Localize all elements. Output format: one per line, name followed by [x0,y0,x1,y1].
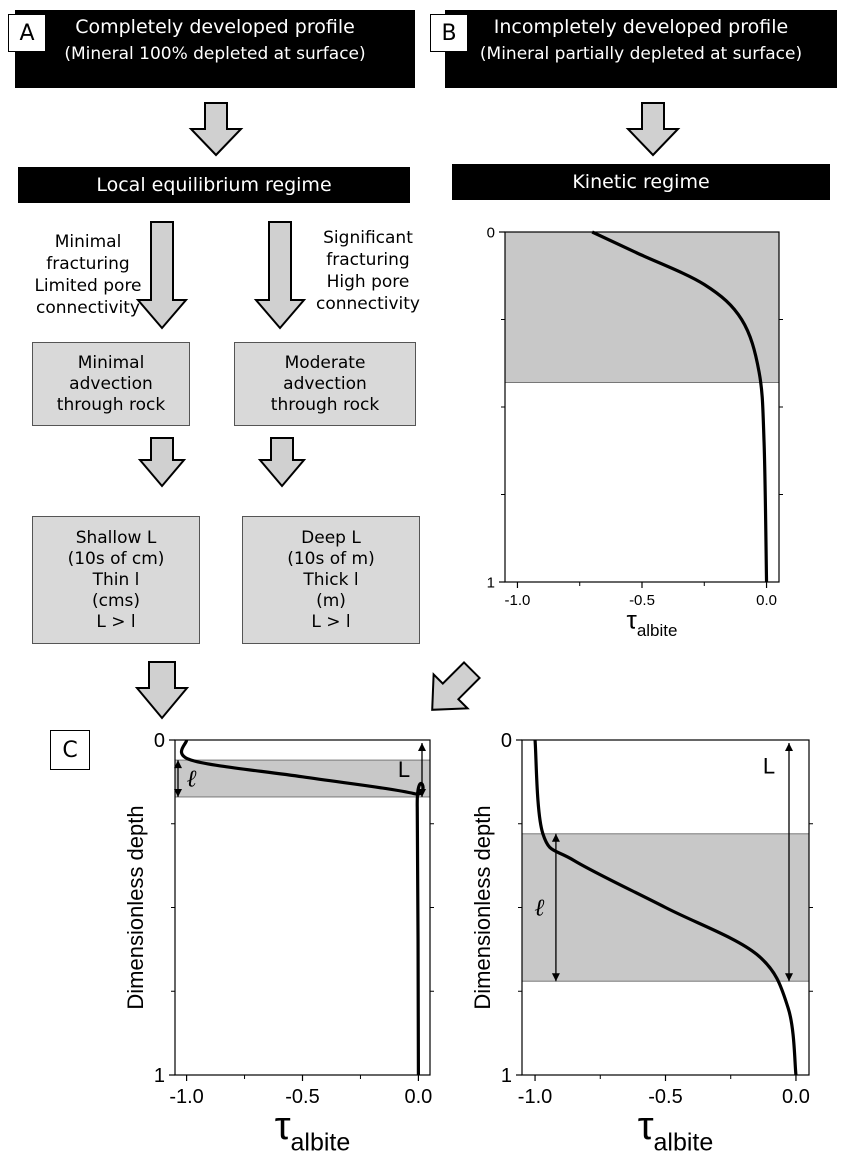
l-arrow-c-right-head-bottom [551,973,560,982]
l-label-c-right: ℓ [535,893,545,922]
flow-arrows [134,102,681,720]
panel-c-letter: C [50,730,90,770]
arrow-right-advection [257,437,307,488]
L-label-c-right: L [763,754,775,779]
L-arrow-c-left-head-top [418,743,426,751]
l-arrow-c-right-head-top [551,833,560,842]
x-axis-label-b: τalbite [627,604,678,640]
arrow-b-to-regime [625,102,681,157]
panel-a-regime-bar: Local equilibrium regime [18,167,410,203]
l-arrow-c-left-head-bottom [174,788,182,797]
panel-a-title-bar: Completely developed profile (Mineral 10… [15,10,415,88]
x-tick-label-c-right-0: -1.0 [518,1086,552,1108]
L-arrow-c-left-head-bottom [418,788,426,797]
minimal-advection-box: Minimal advection through rock [32,342,190,426]
arrow-significant-fracturing [253,221,307,330]
chart-c-left: -1.0 -0.5 0.0 0 1 τalbite Dimensionless depth L… [123,730,434,1156]
x-tick-label-c-left-1: -0.5 [285,1086,319,1108]
y-tick-label-b-1: 1 [487,574,495,591]
panel-b-title: Incompletely developed profile [493,16,789,38]
arrow-to-left-profile [134,661,190,720]
y-axis-label-c-left: Dimensionless depth [123,805,148,1009]
x-axis-label-c-right: τalbite [638,1104,714,1156]
x-tick-label-b-1: -0.5 [629,592,655,609]
y-tick-label-c-right-0: 0 [501,730,512,752]
profile-curve-b [591,230,769,583]
panel-a-letter: A [8,14,46,52]
profile-curve-c-right [533,739,798,1076]
x-tick-label-c-right-2: 0.0 [782,1086,810,1108]
panel-b-title-bar: Incompletely developed profile (Mineral … [445,10,837,88]
x-tick-label-c-left-0: -1.0 [169,1086,203,1108]
profile-curve-c-left [179,739,425,1076]
y-tick-label-c-right-1: 1 [501,1065,512,1087]
panel-b-regime-bar: Kinetic regime [452,164,830,200]
deep-result-box: Deep L (10s of m) Thick l (m) L > l [242,516,420,644]
x-axis-label-c-left: τalbite [275,1104,351,1156]
arrow-left-advection [137,437,187,488]
y-tick-label-c-left-0: 0 [154,730,165,752]
moderate-advection-box: Moderate advection through rock [234,342,416,426]
charts: -1.0 -0.5 0.0 0 1 τalbite -1.0 -0.5 0.0 0 1 τalbite… [123,224,813,1156]
y-tick-label-c-left-1: 1 [154,1065,165,1087]
L-arrow-c-right-head-top [785,743,793,751]
x-tick-label-c-right-1: -0.5 [648,1086,682,1108]
arrow-a-to-regime [188,102,244,157]
panel-b-subtitle: (Mineral partially depleted at surface) [479,44,803,64]
left-condition-text: Minimal fracturing Limited pore connecti… [34,232,142,318]
l-label-c-left: ℓ [187,764,197,793]
l-arrow-c-left-head-top [174,760,182,769]
x-tick-label-b-0: -1.0 [505,592,531,609]
L-arrow-c-right-head-bottom [785,973,793,982]
chart-b: -1.0 -0.5 0.0 0 1 τalbite [487,224,783,640]
chart-c-right: -1.0 -0.5 0.0 0 1 τalbite Dimensionless depth L… [470,730,813,1156]
y-axis-label-c-right: Dimensionless depth [470,805,495,1009]
y-tick-label-b-0: 0 [487,224,495,241]
panel-a-title: Completely developed profile [75,16,355,38]
L-label-c-left: L [398,757,410,782]
right-condition-text: Significant fracturing High pore connect… [315,228,420,314]
arrow-to-right-profile-group [431,661,481,711]
arrow-minimal-fracturing [135,221,189,330]
panel-a-subtitle: (Mineral 100% depleted at surface) [64,44,366,64]
shallow-result-box: Shallow L (10s of cm) Thin l (cms) L > l [32,516,200,644]
panel-b-letter: B [430,14,468,52]
arrow-to-right-profile [431,661,481,711]
x-tick-label-b-2: 0.0 [756,592,777,609]
x-tick-label-c-left-2: 0.0 [405,1086,433,1108]
